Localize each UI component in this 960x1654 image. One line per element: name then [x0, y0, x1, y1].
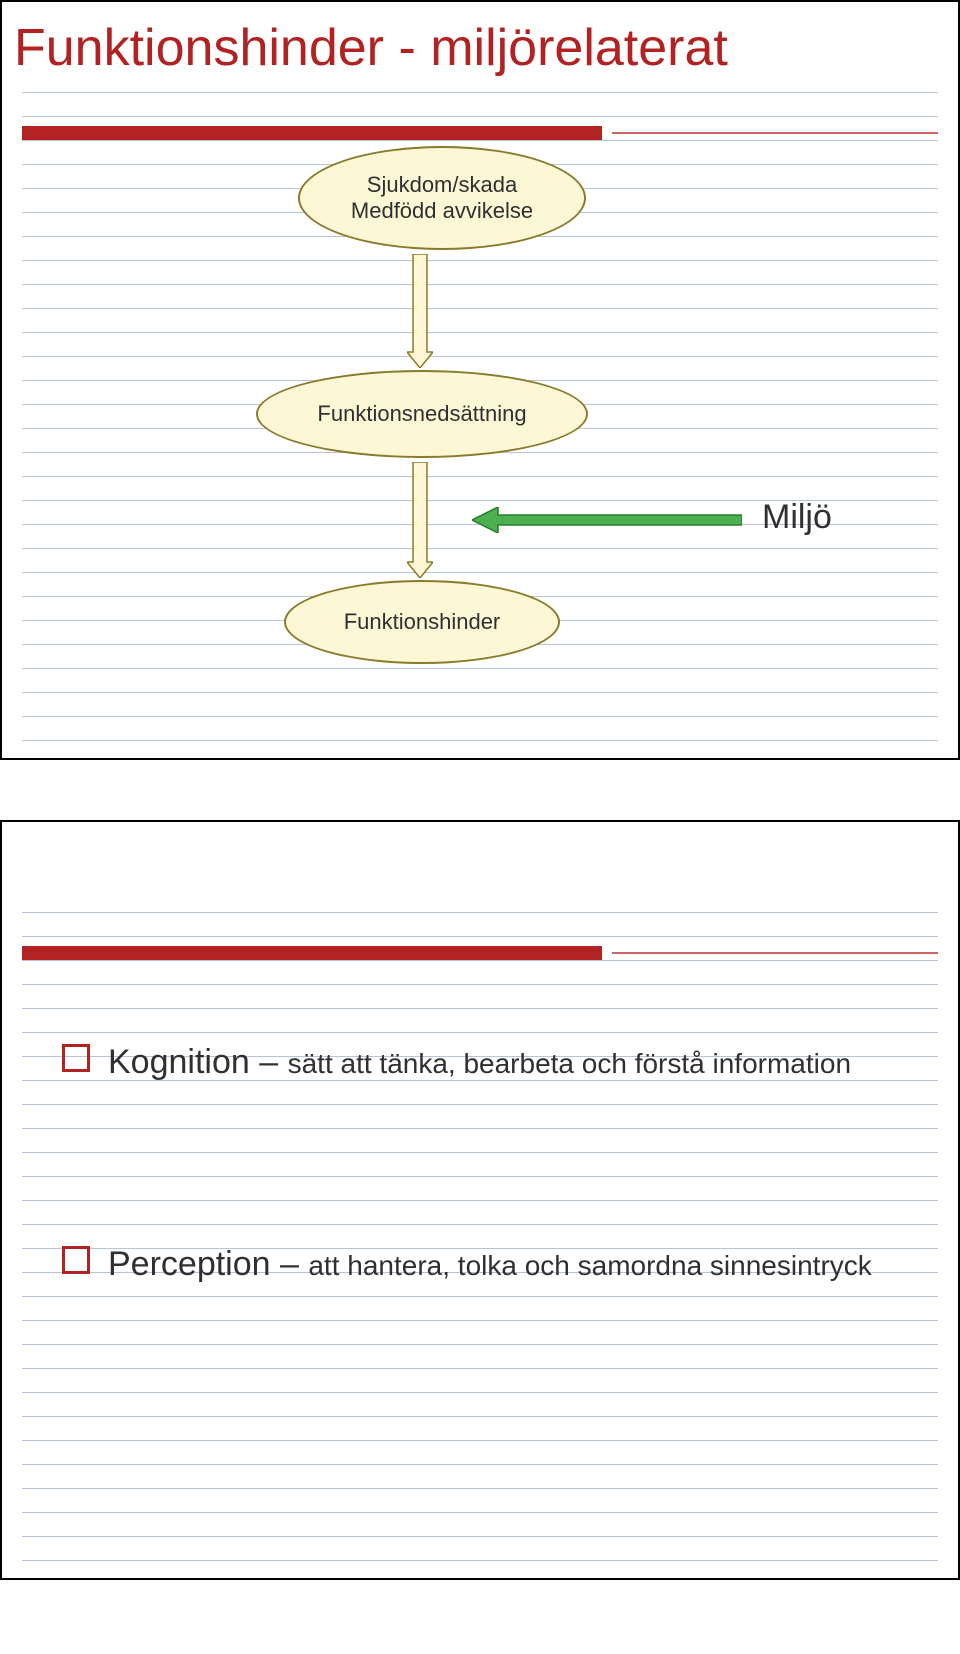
node-funktionsnedsattning-text: Funktionsnedsättning [317, 401, 526, 427]
bullet-kognition: Kognition – sätt att tänka, bearbeta och… [62, 1040, 918, 1086]
slide-title: Funktionshinder - miljörelaterat [14, 18, 728, 78]
title-underline-bar [22, 946, 938, 960]
arrow-green-left [472, 507, 742, 533]
node-sjukdom: Sjukdom/skada Medfödd avvikelse [298, 146, 586, 250]
node-sjukdom-text: Sjukdom/skada Medfödd avvikelse [351, 172, 533, 225]
bullet-box-icon [62, 1246, 90, 1274]
bullet-tail: att hantera, tolka och samordna sinnesin… [308, 1250, 871, 1281]
bullet-lead: Kognition – [108, 1043, 288, 1081]
bullet-lead: Perception – [108, 1245, 308, 1283]
slide-1: Funktionshinder - miljörelaterat Sjukdom… [0, 0, 960, 760]
node-funktionsnedsattning: Funktionsnedsättning [256, 370, 588, 458]
bullet-box-icon [62, 1044, 90, 1072]
lined-background [22, 822, 938, 1578]
title-underline-bar [22, 126, 938, 140]
bullet-perception: Perception – att hantera, tolka och samo… [62, 1242, 918, 1288]
page: Funktionshinder - miljörelaterat Sjukdom… [0, 0, 960, 1580]
title-bar-thick [22, 126, 602, 140]
node-sjukdom-line2: Medfödd avvikelse [351, 198, 533, 224]
title-bar-thin [612, 132, 938, 134]
arrow-down-2 [407, 462, 433, 578]
node-sjukdom-line1: Sjukdom/skada [351, 172, 533, 198]
bullet-text: Perception – att hantera, tolka och samo… [108, 1242, 872, 1288]
node-funktionshinder: Funktionshinder [284, 580, 560, 664]
miljo-label: Miljö [762, 498, 832, 537]
bullet-tail: sätt att tänka, bearbeta och förstå info… [288, 1048, 851, 1079]
arrow-down-1 [407, 254, 433, 368]
title-bar-thin [612, 952, 938, 954]
bullet-text: Kognition – sätt att tänka, bearbeta och… [108, 1040, 851, 1086]
slide-2: Kognition – sätt att tänka, bearbeta och… [0, 820, 960, 1580]
title-bar-thick [22, 946, 602, 960]
node-funktionshinder-text: Funktionshinder [344, 609, 501, 635]
